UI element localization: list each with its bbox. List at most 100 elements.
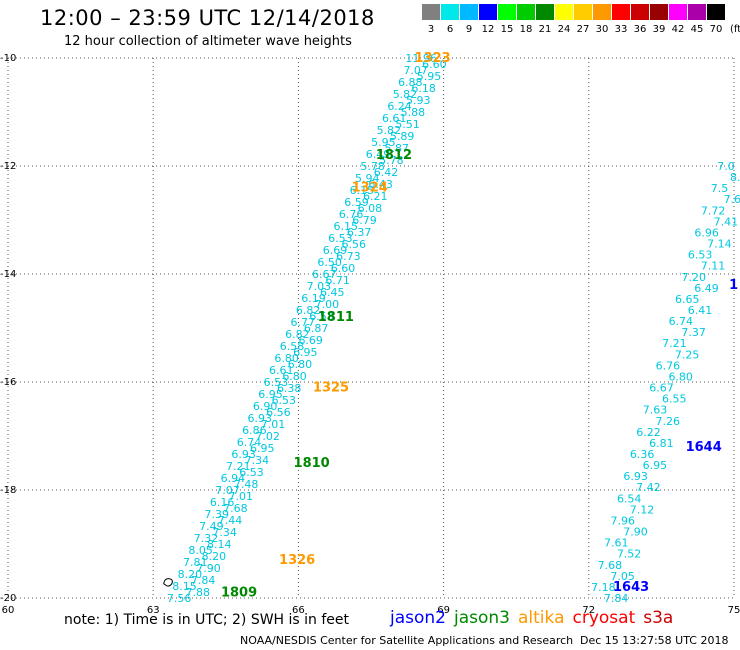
scale-label: 3 bbox=[427, 24, 435, 35]
lon-tick-label: 60 bbox=[2, 605, 15, 616]
wave-height-value: 7.48 bbox=[234, 478, 259, 491]
wave-height-value: 6.49 bbox=[366, 148, 391, 161]
scale-label: 33 bbox=[614, 24, 628, 35]
wave-height-value: 5.78 bbox=[360, 160, 385, 173]
pass-number-label: 1324 bbox=[352, 181, 388, 196]
wave-height-value: 6.55 bbox=[662, 393, 687, 406]
lat-tick-label: -18 bbox=[0, 485, 16, 496]
scale-swatch bbox=[612, 4, 630, 20]
wave-height-value: 7.42 bbox=[636, 481, 661, 494]
wave-height-value: 6.15 bbox=[334, 220, 359, 233]
wave-height-value: 6.53 bbox=[272, 394, 297, 407]
wave-height-value: 6.76 bbox=[339, 208, 364, 221]
wave-height-value: 7.11 bbox=[701, 260, 726, 273]
wave-height-value: 7.34 bbox=[212, 526, 237, 539]
wave-height-value: 6.81 bbox=[649, 437, 674, 450]
wave-height-value: 6.24 bbox=[387, 100, 412, 113]
wave-height-value: 6.36 bbox=[630, 448, 655, 461]
pass-number-label: 1811 bbox=[318, 310, 354, 325]
wave-height-value: 7.52 bbox=[617, 548, 642, 561]
wave-height-value: 6.41 bbox=[688, 304, 713, 317]
wave-height-value: 6.49 bbox=[694, 282, 719, 295]
pass-number-label: 1644 bbox=[686, 440, 722, 455]
wave-height-value: 7.00 bbox=[315, 298, 340, 311]
wave-height-value: 7.21 bbox=[662, 337, 687, 350]
wave-height-value: 5.95 bbox=[417, 70, 442, 83]
wave-height-value: 5.93 bbox=[406, 94, 431, 107]
wave-height-value: 6.56 bbox=[341, 238, 366, 251]
wave-height-value: 6.76 bbox=[656, 359, 681, 372]
wave-height-value: 6.56 bbox=[266, 406, 291, 419]
wave-height-value: 6.61 bbox=[269, 364, 294, 377]
wave-height-value: 7.56 bbox=[167, 592, 192, 605]
wave-height-value: 7.72 bbox=[701, 204, 726, 217]
wave-height-value: 6.95 bbox=[250, 442, 275, 455]
scale-swatch bbox=[631, 4, 649, 20]
pass-number-label: 1 bbox=[729, 278, 738, 293]
wave-height-value: 11.96 bbox=[405, 52, 437, 65]
pass-number-label: 1323 bbox=[415, 51, 451, 66]
lon-tick-label: 72 bbox=[582, 605, 595, 616]
scale-swatch bbox=[593, 4, 611, 20]
wave-height-value: 7.18 bbox=[591, 581, 616, 594]
wave-height-value: 7.02 bbox=[255, 430, 280, 443]
page-subtitle: 12 hour collection of altimeter wave hei… bbox=[64, 34, 352, 49]
wave-height-value: 7.32 bbox=[194, 532, 219, 545]
scale-swatch bbox=[517, 4, 535, 20]
scale-swatch bbox=[441, 4, 459, 20]
wave-height-value: 6.19 bbox=[301, 292, 326, 305]
scale-label: 36 bbox=[633, 24, 647, 35]
wave-height-value: 6.60 bbox=[422, 58, 447, 71]
lat-tick-label: -14 bbox=[0, 269, 16, 280]
wave-height-value: 6.61 bbox=[382, 112, 407, 125]
scale-label: 21 bbox=[538, 24, 552, 35]
lat-tick-label: -12 bbox=[0, 161, 16, 172]
wave-height-value: 6.42 bbox=[374, 166, 399, 179]
scale-label: 9 bbox=[465, 24, 473, 35]
scale-unit: (ft) bbox=[730, 24, 740, 35]
wave-height-value: 7.84 bbox=[604, 592, 629, 605]
wave-height-value: 7.44 bbox=[218, 514, 243, 527]
wave-height-value: 6.77 bbox=[291, 316, 316, 329]
wave-height-value: 6.43 bbox=[368, 178, 393, 191]
wave-height-value: 7.20 bbox=[681, 271, 706, 284]
pass-number-label: 1643 bbox=[613, 580, 649, 595]
scale-label: 24 bbox=[557, 24, 571, 35]
wave-height-value: 5.78 bbox=[379, 154, 404, 167]
wave-height-value: 6.73 bbox=[336, 250, 361, 263]
pass-number-label: 1326 bbox=[279, 553, 315, 568]
wave-height-value: 6.53 bbox=[264, 376, 289, 389]
wave-height-value: 6.53 bbox=[309, 310, 334, 323]
lon-tick-label: 69 bbox=[437, 605, 450, 616]
pass-number-label: 1809 bbox=[221, 586, 257, 601]
lon-tick-label: 66 bbox=[292, 605, 305, 616]
scale-label: 15 bbox=[500, 24, 514, 35]
scale-label: 42 bbox=[671, 24, 685, 35]
wave-height-value: 6.08 bbox=[358, 202, 383, 215]
legend-jason3: jason3 bbox=[454, 608, 510, 628]
wave-height-value: 7.6 bbox=[724, 193, 740, 206]
legend-cryosat: cryosat bbox=[572, 608, 636, 628]
wave-height-value: 6.37 bbox=[347, 226, 372, 239]
wave-height-value: 6.53 bbox=[239, 466, 264, 479]
scale-swatch bbox=[460, 4, 478, 20]
wave-height-value: 5.95 bbox=[371, 136, 396, 149]
wave-height-value: 7.49 bbox=[199, 520, 224, 533]
wave-height-value: 7.61 bbox=[604, 537, 629, 550]
lon-tick-label: 75 bbox=[728, 605, 740, 616]
wave-height-value: 6.80 bbox=[282, 370, 307, 383]
pass-number-label: 1810 bbox=[294, 456, 330, 471]
scale-swatch bbox=[536, 4, 554, 20]
wave-height-value: 6.71 bbox=[325, 274, 350, 287]
wave-height-value: 6.86 bbox=[242, 424, 267, 437]
wave-height-value: 6.93 bbox=[623, 470, 648, 483]
wave-height-value: 6.95 bbox=[258, 388, 283, 401]
wave-height-value: 6.79 bbox=[352, 214, 377, 227]
wave-height-value: 6.80 bbox=[668, 370, 693, 383]
wave-height-value: 8.05 bbox=[188, 544, 213, 557]
wave-height-value: 5.94 bbox=[355, 172, 380, 185]
wave-height-value: 5.82 bbox=[377, 124, 402, 137]
wave-height-value: 7.07 bbox=[403, 64, 428, 77]
wave-height-value: 7.88 bbox=[186, 586, 211, 599]
